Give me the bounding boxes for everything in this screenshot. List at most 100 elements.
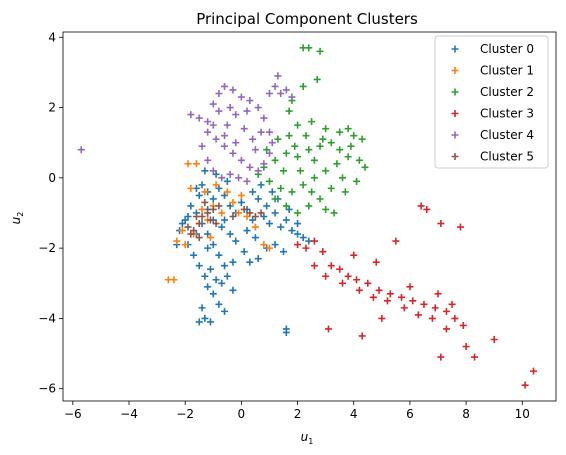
y-tick-label: −2 [38,241,56,255]
data-point [215,300,223,308]
data-point [280,167,288,175]
data-point [201,272,209,280]
data-point [294,153,302,161]
data-point [195,191,203,199]
data-point [195,220,203,228]
data-point [282,325,290,333]
data-point [218,209,226,217]
legend-marker [451,67,459,74]
data-point [299,181,307,189]
legend-label: Cluster 1 [480,64,534,78]
data-point [400,304,408,312]
data-point [327,262,335,270]
data-point [218,223,226,231]
data-point [339,279,347,287]
data-point [294,220,302,228]
legend-label: Cluster 0 [480,42,534,56]
data-point [383,297,391,305]
data-point [386,290,394,298]
data-point [521,381,529,389]
data-point [344,125,352,133]
data-point [265,177,273,185]
data-point [187,202,195,210]
data-point [294,209,302,217]
data-point [187,111,195,119]
data-point [277,90,285,97]
data-point [333,160,341,168]
series-5 [184,198,265,242]
data-point [192,213,200,220]
data-point [271,241,279,249]
data-point [339,174,347,182]
data-point [322,167,330,175]
data-point [249,188,257,196]
data-point [409,297,417,305]
data-point [181,216,189,224]
x-axis-label: u1 [301,430,314,446]
data-point [204,283,212,291]
data-point [198,304,206,312]
series-0 [173,167,313,336]
data-point [229,86,237,94]
x-tick-label: 2 [294,407,302,421]
data-point [294,241,302,249]
series-2 [254,44,369,217]
data-point [251,223,259,231]
legend-marker [451,45,459,53]
data-point [226,170,234,178]
data-point [265,149,273,157]
data-point [190,227,198,235]
data-point [285,107,293,115]
data-point [173,237,181,245]
data-point [336,146,344,154]
data-point [302,132,310,140]
data-point [313,75,321,83]
data-point [437,220,445,228]
data-point [392,237,400,245]
data-point [442,307,450,315]
data-point [254,167,262,175]
data-point [212,170,220,178]
x-tick-label: −2 [176,407,194,421]
data-point [434,290,442,298]
data-point [268,188,276,196]
data-point [221,216,229,224]
data-point [178,220,186,228]
data-point [530,367,538,375]
x-tick-label: −6 [64,407,82,421]
data-point [229,149,237,157]
data-point [215,184,223,192]
data-point [195,318,203,326]
data-point [305,44,313,52]
data-point [237,93,245,101]
data-point [310,174,318,182]
data-point [243,213,251,220]
data-point [353,177,361,185]
data-point [237,198,245,206]
data-point [322,205,330,213]
x-tick-label: 0 [238,407,246,421]
data-point [229,286,237,294]
data-point [223,177,231,185]
data-point [282,86,290,94]
chart-title: Principal Component Clusters [196,10,418,28]
data-point [184,213,192,220]
data-point [221,132,229,140]
legend-frame [434,35,549,169]
x-tick-label: 10 [515,407,530,421]
data-point [330,209,338,217]
data-point [437,353,445,361]
data-point [240,205,248,213]
data-point [215,251,223,259]
legend-label: Cluster 5 [480,150,534,164]
data-point [350,251,358,259]
data-point [263,146,271,154]
series-1 [164,160,273,284]
data-point [192,160,200,168]
data-point [209,195,217,203]
data-point [327,184,335,192]
data-point [243,177,251,185]
data-point [406,283,414,291]
data-point [209,100,217,108]
